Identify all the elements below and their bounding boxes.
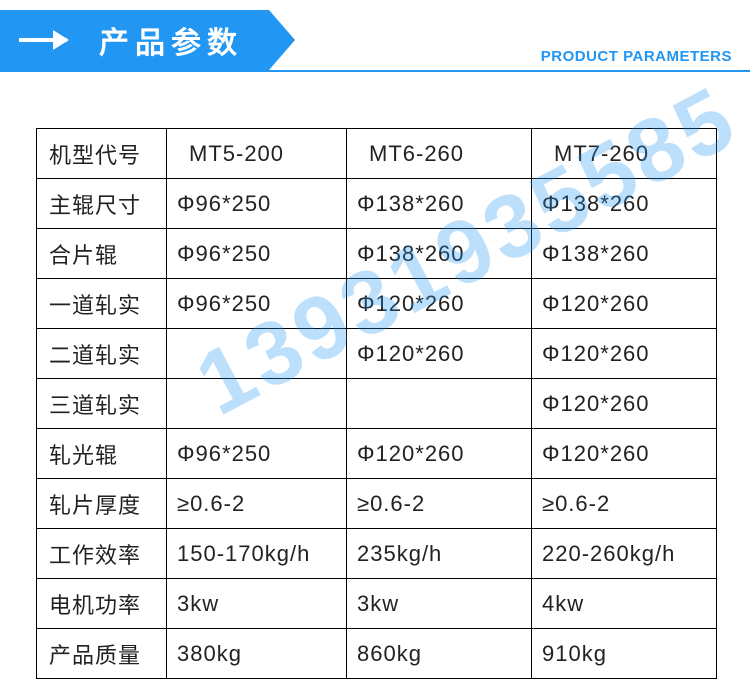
col-header-3: MT7-260 [532, 129, 717, 179]
row-label: 产品质量 [37, 629, 167, 679]
cell: 380kg [167, 629, 347, 679]
row-label: 轧光辊 [37, 429, 167, 479]
cell: Φ96*250 [167, 429, 347, 479]
cell: Φ120*260 [347, 279, 532, 329]
cell: ≥0.6-2 [532, 479, 717, 529]
table-row: 电机功率 3kw 3kw 4kw [37, 579, 717, 629]
table-row: 三道轧实 Φ120*260 [37, 379, 717, 429]
col-header-0: 机型代号 [37, 129, 167, 179]
cell: Φ138*260 [532, 229, 717, 279]
row-label: 合片辊 [37, 229, 167, 279]
cell: 4kw [532, 579, 717, 629]
table-row: 轧光辊 Φ96*250 Φ120*260 Φ120*260 [37, 429, 717, 479]
cell: Φ138*260 [532, 179, 717, 229]
cell: 235kg/h [347, 529, 532, 579]
table-row: 工作效率 150-170kg/h 235kg/h 220-260kg/h [37, 529, 717, 579]
table-header-row: 机型代号 MT5-200 MT6-260 MT7-260 [37, 129, 717, 179]
cell: ≥0.6-2 [347, 479, 532, 529]
header: 产品参数 PRODUCT PARAMETERS [0, 0, 750, 95]
table-row: 二道轧实 Φ120*260 Φ120*260 [37, 329, 717, 379]
cell [167, 329, 347, 379]
row-label: 电机功率 [37, 579, 167, 629]
cell: Φ120*260 [532, 379, 717, 429]
cell: Φ120*260 [532, 329, 717, 379]
cell: Φ96*250 [167, 279, 347, 329]
row-label: 工作效率 [37, 529, 167, 579]
table-row: 合片辊 Φ96*250 Φ138*260 Φ138*260 [37, 229, 717, 279]
cell: ≥0.6-2 [167, 479, 347, 529]
parameters-table: 机型代号 MT5-200 MT6-260 MT7-260 主辊尺寸 Φ96*25… [36, 128, 717, 679]
cell: Φ96*250 [167, 229, 347, 279]
col-header-2: MT6-260 [347, 129, 532, 179]
cell [167, 379, 347, 429]
cell: 3kw [167, 579, 347, 629]
cell [347, 379, 532, 429]
table-row: 一道轧实 Φ96*250 Φ120*260 Φ120*260 [37, 279, 717, 329]
cell: Φ120*260 [347, 429, 532, 479]
row-label: 二道轧实 [37, 329, 167, 379]
cell: Φ138*260 [347, 179, 532, 229]
cell: Φ120*260 [347, 329, 532, 379]
cell: 860kg [347, 629, 532, 679]
cell: 150-170kg/h [167, 529, 347, 579]
parameters-table-wrap: 机型代号 MT5-200 MT6-260 MT7-260 主辊尺寸 Φ96*25… [36, 128, 716, 679]
page-title: 产品参数 [85, 10, 269, 70]
arrow-icon [0, 10, 85, 70]
cell: 910kg [532, 629, 717, 679]
col-header-1: MT5-200 [167, 129, 347, 179]
cell: 220-260kg/h [532, 529, 717, 579]
table-row: 轧片厚度 ≥0.6-2 ≥0.6-2 ≥0.6-2 [37, 479, 717, 529]
page-subtitle: PRODUCT PARAMETERS [541, 48, 732, 65]
header-underline [0, 70, 750, 72]
table-row: 主辊尺寸 Φ96*250 Φ138*260 Φ138*260 [37, 179, 717, 229]
cell: Φ120*260 [532, 279, 717, 329]
row-label: 主辊尺寸 [37, 179, 167, 229]
cell: Φ138*260 [347, 229, 532, 279]
row-label: 一道轧实 [37, 279, 167, 329]
cell: Φ96*250 [167, 179, 347, 229]
cell: 3kw [347, 579, 532, 629]
row-label: 三道轧实 [37, 379, 167, 429]
table-row: 产品质量 380kg 860kg 910kg [37, 629, 717, 679]
row-label: 轧片厚度 [37, 479, 167, 529]
cell: Φ120*260 [532, 429, 717, 479]
